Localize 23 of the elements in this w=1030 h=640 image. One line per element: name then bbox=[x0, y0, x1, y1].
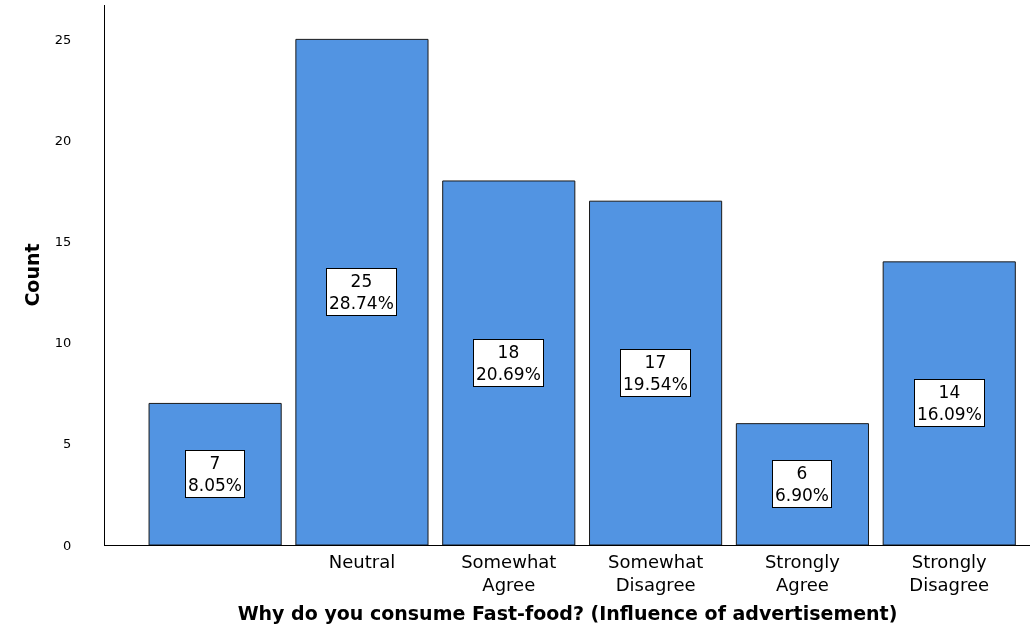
y-tick-label: 10 bbox=[54, 335, 72, 351]
y-tick-label: 25 bbox=[54, 31, 72, 47]
x-axis-title: Why do you consume Fast-food? (Influence of advertisement) bbox=[237, 601, 898, 624]
x-tick-label: Strongly Agree bbox=[764, 550, 841, 595]
bar bbox=[295, 38, 429, 545]
x-tick-label: Strongly Disagree bbox=[909, 550, 990, 595]
data-label: 7 8.05% bbox=[188, 453, 243, 496]
x-tick-label: Neutral bbox=[328, 550, 396, 572]
y-tick-label: 0 bbox=[63, 537, 72, 553]
y-tick-label: 15 bbox=[54, 234, 72, 250]
x-tick-label: Somewhat Agree bbox=[461, 550, 557, 595]
y-tick-label: 5 bbox=[63, 436, 72, 452]
data-label: 25 28.74% bbox=[329, 271, 394, 314]
y-axis-title: Count bbox=[20, 243, 43, 307]
data-label: 18 20.69% bbox=[476, 342, 541, 385]
x-tick-label: Somewhat Disagree bbox=[607, 550, 704, 595]
data-label: 17 19.54% bbox=[623, 352, 688, 395]
bar bbox=[442, 180, 576, 545]
y-tick-label: 20 bbox=[54, 133, 72, 149]
bar bbox=[589, 200, 723, 545]
data-label: 14 16.09% bbox=[917, 382, 982, 425]
bar bbox=[882, 261, 1016, 545]
data-label: 6 6.90% bbox=[775, 463, 830, 506]
